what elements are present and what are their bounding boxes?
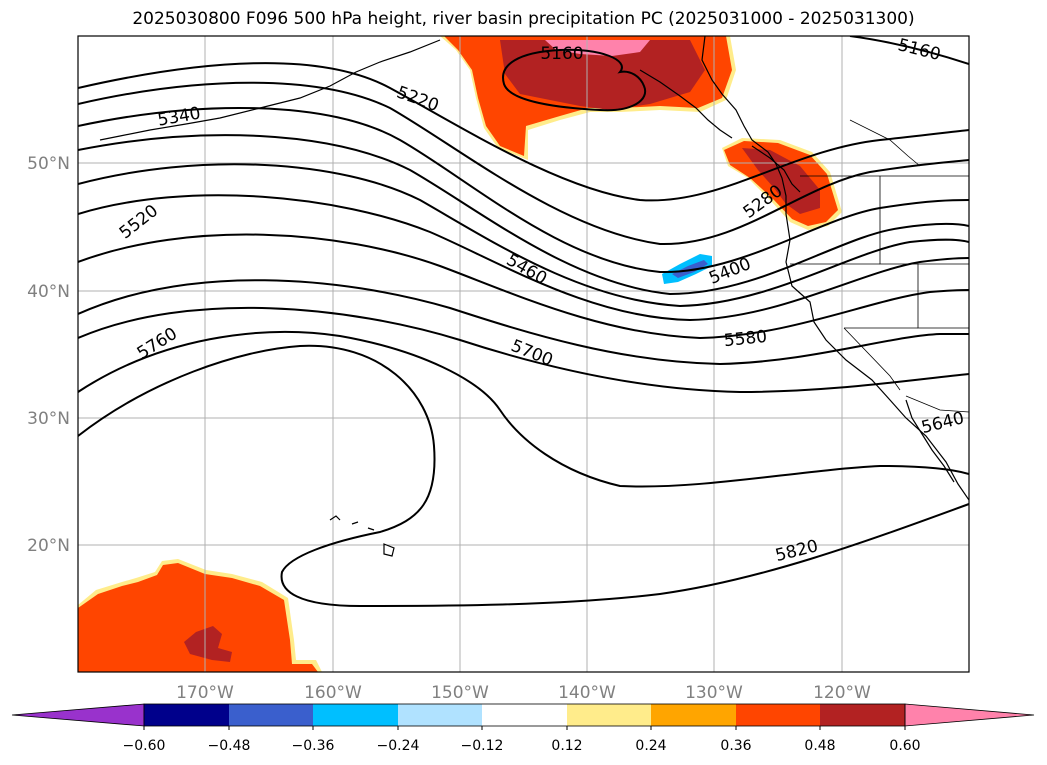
contour-label-5580: 5580 [723,327,768,351]
lat-tick-labels: 20°N 30°N 40°N 50°N [27,154,70,556]
lon-tick-170w: 170°W [176,683,234,703]
contour-5160-low [502,48,647,112]
gridlines [78,36,969,672]
colorbar-bin-9 [820,704,905,726]
contour-5400 [78,134,969,296]
coast-vancouver-island [751,145,801,193]
contour-5640 [78,279,969,366]
lon-tick-130w: 130°W [685,683,743,703]
colorbar-extend-left [11,703,145,727]
colorbar-bin-2 [229,704,313,726]
map-title: 2025030800 F096 500 hPa height, river ba… [132,9,915,29]
shade-south-orange [78,563,318,672]
lon-tick-160w: 160°W [304,683,362,703]
shade-alaska-pink [545,40,650,56]
lat-tick-50n: 50°N [27,154,70,174]
colorbar-tick-label-6: 0.12 [551,738,582,754]
contour-5340 [78,107,969,274]
contour-5520 [78,194,969,322]
contour-5220 [78,62,969,202]
lon-tick-labels: 170°W 160°W 150°W 140°W 130°W 120°W [176,683,871,703]
lat-tick-30n: 30°N [27,409,70,429]
colorbar-bin-8 [736,704,820,726]
shade-south-darkred [184,626,232,662]
colorbar-bin-6 [567,704,651,726]
contour-5820 [78,344,969,608]
contour-5160-ne [849,36,969,65]
lat-tick-40n: 40°N [27,282,70,302]
shade-negative-dark [672,260,708,278]
colorbar-tick-label-10: 0.60 [889,738,920,754]
colorbar-bin-3 [313,704,398,726]
lon-tick-150w: 150°W [431,683,489,703]
contour-5460 [78,163,969,308]
coast-alaska-panhandle [639,69,733,139]
colorbar-tick-label-1: −0.60 [123,738,166,754]
colorbar-outline [143,703,906,727]
colorbar-bin-7 [651,704,736,726]
colorbar-tick-label-8: 0.36 [720,738,751,754]
shade-alaska-darkred [500,40,705,110]
political-borders [790,119,969,413]
coast-hawaii [329,515,395,557]
border-us-mexico [905,395,969,413]
colorbar-tick-label-7: 0.24 [635,738,666,754]
contour-5580 [78,233,969,340]
contour-5760 [78,331,969,488]
colorbar-tick-label-3: −0.36 [292,738,335,754]
coastlines [99,36,969,557]
colorbar-bin-1 [144,704,229,726]
height-contours [78,36,969,608]
contour-5280 [78,81,969,246]
colorbar-extend-right [904,703,1035,727]
colorbar-ticks [143,726,906,730]
colorbar-tick-label-2: −0.48 [208,738,251,754]
coast-north-america-west [701,36,969,501]
contour-label-5160-low: 5160 [540,44,583,64]
border-state-5 [843,327,901,391]
lat-tick-20n: 20°N [27,536,70,556]
colorbar-tick-label-9: 0.48 [804,738,835,754]
plot-frame [77,35,970,673]
colorbar-tick-label-5: −0.12 [461,738,504,754]
colorbar: −0.60 −0.48 −0.36 −0.24 −0.12 0.12 0.24 … [11,703,1035,754]
colorbar-bin-4 [398,704,482,726]
border-canada-interior [849,119,921,167]
lon-tick-120w: 120°W [813,683,871,703]
lon-tick-140w: 140°W [558,683,616,703]
colorbar-tick-label-4: −0.24 [377,738,420,754]
contour-5700 [78,306,969,394]
precip-shading [78,36,842,672]
coast-aleutians [99,39,441,141]
colorbar-bin-5 [482,704,567,726]
